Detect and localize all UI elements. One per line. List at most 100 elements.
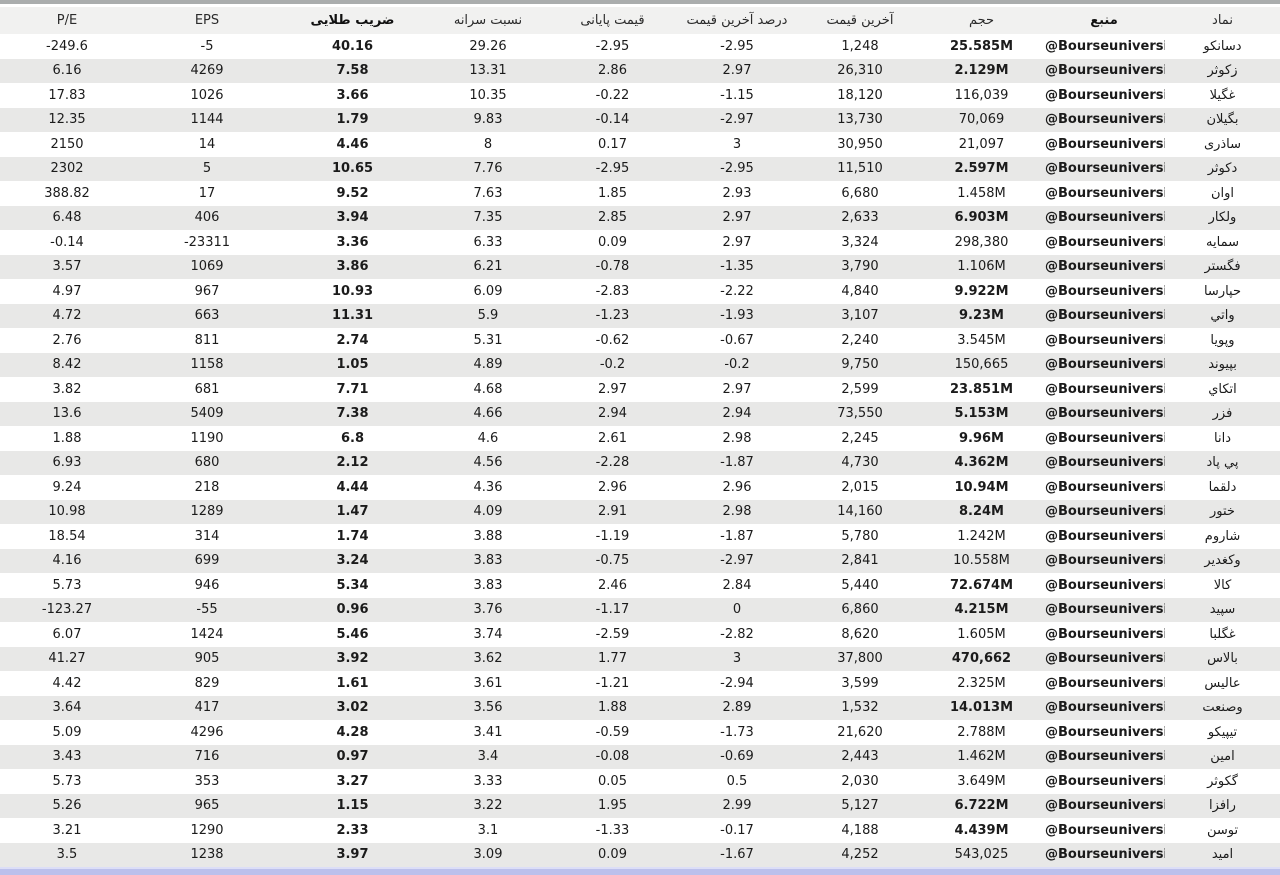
table-row: واتي @Bourseuniversi 9.23M 3,107 -1.93 -1.23 5…	[0, 303, 1280, 328]
cell-last_price_pct: 2.89	[674, 695, 800, 720]
table-row: غگلبا @Bourseuniversi 1.605M 8,620 -2.82 -2.5…	[0, 622, 1280, 647]
cell-last_price_pct: -1.93	[674, 303, 800, 328]
cell-last_price_pct: -2.97	[674, 548, 800, 573]
cell-last_price: 2,240	[841, 332, 879, 348]
cell-source: @Bourseuniversi	[1045, 234, 1165, 250]
cell-golden_ratio: 3.94	[280, 205, 425, 230]
cell-symbol: وکغدیر	[1165, 548, 1280, 573]
cell-last_price: 2,443	[800, 744, 920, 769]
column-header-per_capita_ratio: نسبت سرانه	[425, 7, 551, 34]
cell-close_price_pct: 1.95	[551, 793, 674, 818]
cell-volume: 9.96M	[958, 430, 1004, 446]
table-row: فزر @Bourseuniversi 5.153M 73,550 2.94 2.94 4.…	[0, 401, 1280, 426]
cell-pe: 10.98	[0, 499, 134, 524]
cell-close_price_pct: -1.21	[595, 675, 630, 691]
cell-eps: 5409	[134, 401, 280, 426]
cell-last_price_pct: -0.67	[720, 332, 754, 348]
cell-symbol: تیپیکو	[1207, 724, 1238, 740]
cell-last_price: 3,599	[841, 675, 879, 691]
cell-symbol: سمایه	[1206, 234, 1239, 250]
cell-volume: 2.788M	[957, 724, 1006, 740]
cell-close_price_pct: 0.17	[598, 136, 627, 152]
cell-symbol: اتکاي	[1208, 381, 1237, 397]
cell-pe: 6.07	[52, 626, 82, 642]
header-row: نماد منبع حجم آخرین قیمت درصد آخرین قیمت قیمت…	[0, 7, 1280, 34]
cell-last_price: 2,015	[841, 479, 879, 495]
cell-last_price: 4,730	[800, 450, 920, 475]
cell-last_price: 3,324	[841, 234, 879, 250]
cell-golden_ratio: 1.15	[280, 793, 425, 818]
cell-last_price: 2,841	[800, 548, 920, 573]
cell-source: @Bourseuniversi	[1043, 499, 1165, 524]
cell-symbol: سپید	[1165, 597, 1280, 622]
cell-eps: 314	[194, 528, 220, 544]
cell-eps: 1238	[134, 842, 280, 867]
cell-volume: 1.106M	[920, 254, 1043, 279]
cell-last_price: 3,790	[800, 254, 920, 279]
cell-close_price_pct: -2.83	[595, 283, 630, 299]
cell-golden_ratio: 3.86	[280, 254, 425, 279]
cell-last_price_pct: 2.97	[722, 234, 752, 250]
cell-close_price_pct: -1.17	[551, 597, 674, 622]
cell-pe: 4.72	[0, 303, 134, 328]
cell-volume: 23.851M	[949, 381, 1014, 397]
cell-last_price: 18,120	[837, 87, 883, 103]
table-row: وکغدیر @Bourseuniversi 10.558M 2,841 -2.97 -0…	[0, 548, 1280, 573]
cell-volume: 9.23M	[920, 303, 1043, 328]
cell-volume: 8.24M	[920, 499, 1043, 524]
cell-per_capita_ratio: 3.4	[425, 744, 551, 769]
cell-per_capita_ratio: 4.56	[425, 450, 551, 475]
cell-symbol: زکوثر	[1165, 58, 1280, 83]
cell-source: @Bourseuniversi	[1043, 793, 1165, 818]
cell-source: @Bourseuniversi	[1045, 822, 1165, 838]
cell-per_capita_ratio: 3.56	[425, 695, 551, 720]
cell-symbol: دکوثر	[1165, 156, 1280, 181]
cell-volume: 3.545M	[957, 332, 1006, 348]
horizontal-scrollbar[interactable]	[0, 867, 1280, 875]
cell-source: @Bourseuniversi	[1045, 724, 1165, 740]
cell-source: @Bourseuniversi	[1045, 283, 1165, 299]
cell-pe: -249.6	[46, 38, 88, 54]
cell-last_price: 14,160	[800, 499, 920, 524]
cell-golden_ratio: 5.34	[336, 577, 369, 593]
table-row: دکوثر @Bourseuniversi 2.597M 11,510 -2.95 -2.…	[0, 156, 1280, 181]
table-row: دانا @Bourseuniversi 9.96M 2,245 2.98 2.61 4.6…	[0, 426, 1280, 451]
column-header-last_price: آخرین قیمت	[800, 7, 920, 34]
cell-eps: 946	[194, 577, 220, 593]
cell-close_price_pct: 0.05	[598, 773, 627, 789]
cell-per_capita_ratio: 13.31	[425, 58, 551, 83]
cell-eps: 1289	[134, 499, 280, 524]
cell-last_price: 5,127	[800, 793, 920, 818]
cell-per_capita_ratio: 7.63	[473, 185, 503, 201]
cell-pe: 3.5	[0, 842, 134, 867]
cell-pe: 9.24	[52, 479, 82, 495]
cell-last_price: 4,252	[800, 842, 920, 867]
cell-per_capita_ratio: 4.89	[425, 352, 551, 377]
cell-pe: 5.73	[52, 577, 82, 593]
cell-golden_ratio: 3.24	[280, 548, 425, 573]
table-row: زکوثر @Bourseuniversi 2.129M 26,310 2.97 2.86…	[0, 58, 1280, 83]
cell-last_price: 3,107	[800, 303, 920, 328]
cell-symbol: غگلبا	[1209, 626, 1236, 642]
cell-source: @Bourseuniversi	[1045, 332, 1165, 348]
cell-close_price_pct: -2.59	[595, 626, 630, 642]
cell-pe: 388.82	[44, 185, 90, 201]
cell-volume: 470,662	[920, 646, 1043, 671]
cell-per_capita_ratio: 4.09	[425, 499, 551, 524]
table-row: بگیلان @Bourseuniversi 70,069 13,730 -2.97 -0…	[0, 107, 1280, 132]
cell-close_price_pct: -1.19	[595, 528, 630, 544]
cell-last_price_pct: 0.5	[726, 773, 748, 789]
cell-volume: 9.922M	[954, 283, 1009, 299]
cell-per_capita_ratio: 9.83	[425, 107, 551, 132]
cell-golden_ratio: 1.47	[280, 499, 425, 524]
table-header: نماد منبع حجم آخرین قیمت درصد آخرین قیمت قیمت…	[0, 7, 1280, 34]
cell-source: @Bourseuniversi	[1045, 430, 1165, 446]
cell-close_price_pct: -0.75	[551, 548, 674, 573]
cell-last_price: 1,248	[841, 38, 879, 54]
cell-golden_ratio: 3.27	[336, 773, 369, 789]
cell-symbol: گکوثر	[1207, 773, 1238, 789]
cell-pe: 2.76	[52, 332, 82, 348]
cell-last_price: 9,750	[800, 352, 920, 377]
cell-pe: 18.54	[48, 528, 86, 544]
table-row: وصنعت @Bourseuniversi 14.013M 1,532 2.89 1.88…	[0, 695, 1280, 720]
